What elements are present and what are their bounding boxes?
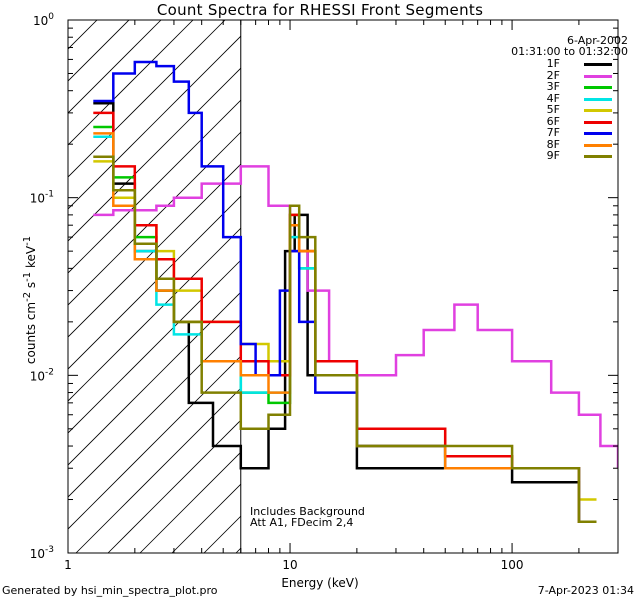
legend-label: 7F <box>546 126 560 139</box>
plot-frame <box>67 19 619 554</box>
series-line-8f <box>93 132 597 523</box>
legend-swatch <box>584 97 612 101</box>
y-tick-label: 10-1 <box>30 190 54 206</box>
hatch-line <box>68 20 162 114</box>
y-tick-label: 10-2 <box>30 367 54 383</box>
hatch-line <box>68 20 194 146</box>
legend-label: 1F <box>546 57 560 70</box>
x-tick-label: 10 <box>282 558 297 572</box>
legend-label: 6F <box>546 114 560 128</box>
legend-swatch <box>584 143 612 147</box>
legend-swatch <box>584 132 612 135</box>
hatch-line <box>68 20 226 178</box>
series-line-9f <box>93 155 597 523</box>
x-tick-label: 100 <box>501 558 524 572</box>
legend-swatch <box>584 86 612 89</box>
legend-label: 9F <box>546 149 560 162</box>
hatch-line <box>68 20 258 210</box>
legend-label: 5F <box>546 103 560 116</box>
annotation-background: Includes Background <box>250 505 365 518</box>
legend-swatch <box>584 74 612 78</box>
chart-title: Count Spectra for RHESSI Front Segments <box>156 1 484 19</box>
legend-label: 8F <box>546 137 560 151</box>
footer-generated-by: Generated by hsi_min_spectra_plot.pro <box>2 584 218 597</box>
legend-label: 2F <box>546 68 560 82</box>
annotation-attenuator: Att A1, FDecim 2,4 <box>250 516 354 529</box>
x-tick-label: 1 <box>64 558 72 572</box>
x-axis-label: Energy (keV) <box>281 576 359 590</box>
legend-date: 6-Apr-2002 <box>566 34 628 47</box>
legend-swatch <box>584 63 612 66</box>
footer-timestamp: 7-Apr-2023 01:34 <box>537 584 634 597</box>
legend-label: 4F <box>546 91 560 105</box>
legend-swatch <box>584 109 612 112</box>
legend-swatch <box>584 155 612 158</box>
legend-time-range: 01:31:00 to 01:32:00 <box>511 45 628 58</box>
y-axis-label: counts cm-2 s-1 keV-1 <box>22 235 38 365</box>
series-group <box>93 60 618 523</box>
legend-swatch <box>584 120 612 124</box>
hatch-line <box>68 20 130 82</box>
legend-label: 3F <box>546 80 560 93</box>
y-tick-label: 10-3 <box>30 545 54 561</box>
hatch-line <box>0 0 100 553</box>
hatch-mask <box>240 20 618 553</box>
